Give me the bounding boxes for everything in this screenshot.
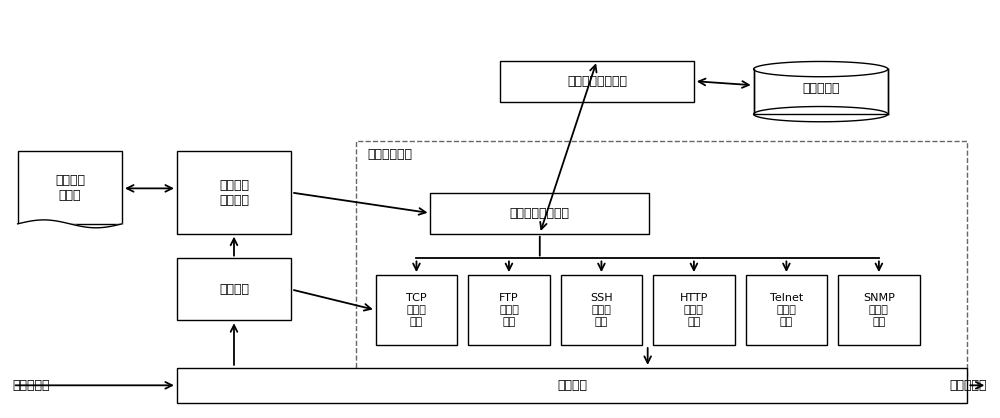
FancyBboxPatch shape [177, 368, 967, 403]
FancyBboxPatch shape [561, 275, 642, 345]
Text: FTP
数据包
处理: FTP 数据包 处理 [499, 293, 519, 326]
Text: 指纹信息库: 指纹信息库 [802, 82, 839, 94]
Text: 数据解析: 数据解析 [219, 283, 249, 296]
FancyBboxPatch shape [376, 275, 457, 345]
FancyBboxPatch shape [177, 151, 291, 234]
FancyBboxPatch shape [18, 151, 122, 224]
FancyBboxPatch shape [500, 61, 694, 102]
Text: 进入数据包: 进入数据包 [13, 379, 50, 392]
FancyBboxPatch shape [838, 275, 920, 345]
Text: 指纹隐藏
策略匹配: 指纹隐藏 策略匹配 [219, 178, 249, 206]
FancyBboxPatch shape [468, 275, 550, 345]
Polygon shape [754, 61, 888, 77]
FancyBboxPatch shape [430, 193, 649, 234]
FancyBboxPatch shape [653, 275, 735, 345]
Text: 协议数据处理: 协议数据处理 [368, 148, 413, 161]
FancyBboxPatch shape [177, 258, 291, 320]
Text: HTTP
数据包
处理: HTTP 数据包 处理 [680, 293, 708, 326]
Text: 主机指纹隐藏控制: 主机指纹隐藏控制 [510, 206, 570, 219]
Text: 流量引擎: 流量引擎 [557, 379, 587, 392]
Text: SNMP
数据包
处理: SNMP 数据包 处理 [863, 293, 895, 326]
Polygon shape [754, 107, 888, 122]
Text: 指纹隐藏
策略库: 指纹隐藏 策略库 [55, 173, 85, 201]
Text: Telnet
数据包
处理: Telnet 数据包 处理 [770, 293, 803, 326]
Text: SSH
数据包
处理: SSH 数据包 处理 [590, 293, 613, 326]
Bar [754, 69, 888, 114]
Text: 输出数据包: 输出数据包 [950, 379, 987, 392]
Text: TCP
数据包
处理: TCP 数据包 处理 [406, 293, 427, 326]
FancyBboxPatch shape [746, 275, 827, 345]
Text: 指纹信息管理模块: 指纹信息管理模块 [567, 75, 627, 88]
